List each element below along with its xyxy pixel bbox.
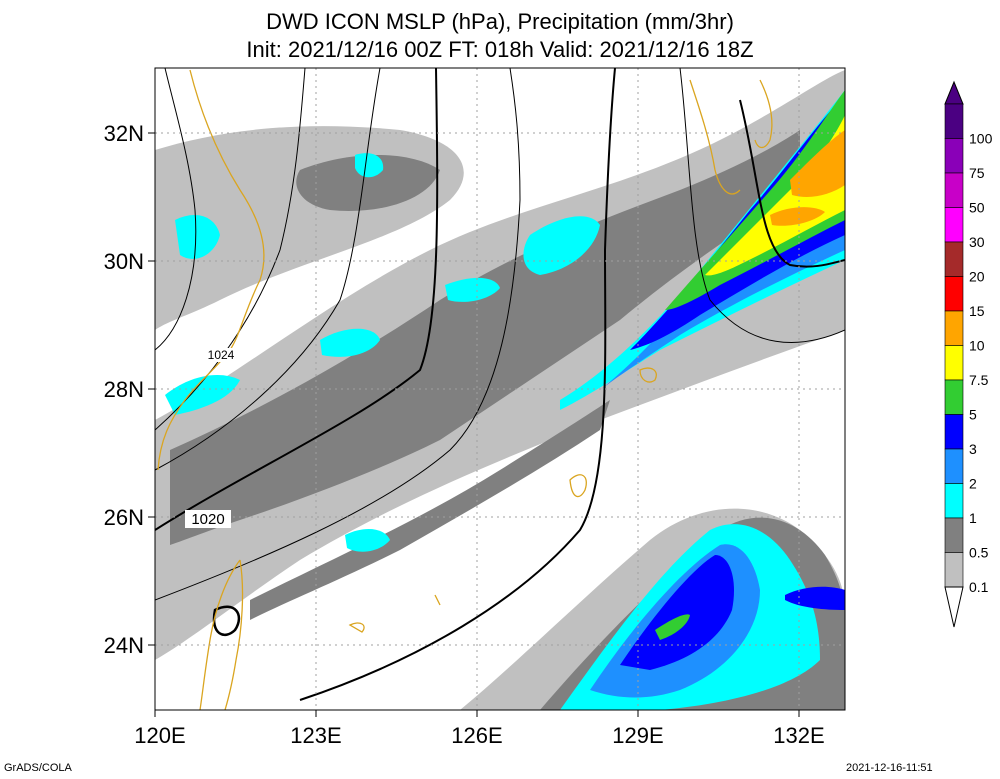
legend-swatch bbox=[944, 448, 964, 484]
lat-label: 28N bbox=[104, 377, 144, 402]
axis-ticks bbox=[148, 132, 800, 717]
legend-label: 1 bbox=[969, 510, 977, 526]
legend-swatch bbox=[944, 241, 964, 277]
map-subtitle: Init: 2021/12/16 00Z FT: 018h Valid: 202… bbox=[246, 37, 754, 62]
legend-swatch bbox=[944, 276, 964, 312]
isobar-label-1024: 1024 bbox=[208, 348, 235, 362]
isobars bbox=[155, 68, 845, 701]
isobar-label-bg bbox=[185, 510, 231, 528]
legend-swatch bbox=[944, 103, 964, 139]
lon-label: 120E bbox=[134, 723, 185, 748]
isobar-label-bg bbox=[204, 348, 238, 362]
lon-label: 123E bbox=[290, 723, 341, 748]
legend-swatch bbox=[944, 310, 964, 346]
legend-swatch bbox=[944, 138, 964, 174]
isobar-label-1020: 1020 bbox=[191, 511, 224, 528]
legend-label: 10 bbox=[969, 338, 985, 354]
legend-label: 20 bbox=[969, 269, 985, 285]
legend-label: 3 bbox=[969, 441, 977, 457]
software-credit: GrADS/COLA bbox=[4, 762, 72, 774]
legend-swatch bbox=[944, 552, 964, 588]
legend-swatch bbox=[944, 345, 964, 381]
legend-swatch bbox=[944, 517, 964, 553]
lat-label: 26N bbox=[104, 505, 144, 530]
legend-top-arrow bbox=[944, 80, 964, 105]
legend-label: 75 bbox=[969, 165, 985, 181]
legend-swatch bbox=[944, 207, 964, 243]
lat-label: 30N bbox=[104, 249, 144, 274]
legend-label: 50 bbox=[969, 200, 985, 216]
lat-label: 32N bbox=[104, 121, 144, 146]
legend-label: 0.5 bbox=[969, 545, 989, 561]
legend-label: 100 bbox=[969, 131, 993, 147]
render-timestamp: 2021-12-16-11:51 bbox=[846, 762, 933, 774]
legend-swatch bbox=[944, 379, 964, 415]
legend-label: 0.1 bbox=[969, 579, 989, 595]
map-plot-area: 1024 1020 bbox=[155, 68, 845, 710]
legend-label: 2 bbox=[969, 476, 977, 492]
coastlines bbox=[157, 69, 773, 710]
legend-swatch bbox=[944, 172, 964, 208]
legend-label: 5 bbox=[969, 407, 977, 423]
lon-label: 126E bbox=[451, 723, 502, 748]
map-title: DWD ICON MSLP (hPa), Precipitation (mm/3… bbox=[266, 9, 734, 34]
legend-label: 15 bbox=[969, 303, 985, 319]
legend-bottom-arrow bbox=[944, 586, 964, 628]
lon-label: 132E bbox=[773, 723, 824, 748]
legend-swatch bbox=[944, 483, 964, 519]
lat-label: 24N bbox=[104, 633, 144, 658]
graticule bbox=[155, 68, 845, 710]
legend-swatch bbox=[944, 414, 964, 450]
precip-legend: 100 75 50 30 20 15 10 7.5 5 3 2 1 0.5 0.1 bbox=[944, 80, 993, 628]
legend-label: 7.5 bbox=[969, 372, 989, 388]
legend-label: 30 bbox=[969, 234, 985, 250]
precip-10-area bbox=[770, 130, 845, 226]
lon-label: 129E bbox=[612, 723, 663, 748]
